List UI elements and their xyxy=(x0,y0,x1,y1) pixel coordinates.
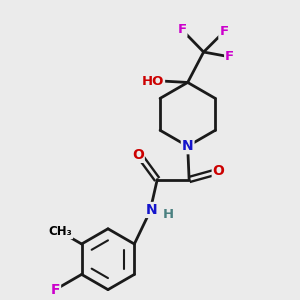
Text: CH₃: CH₃ xyxy=(48,225,72,238)
Text: O: O xyxy=(132,148,144,162)
Text: HO: HO xyxy=(142,74,164,88)
Text: N: N xyxy=(146,203,157,217)
Text: F: F xyxy=(177,23,186,36)
Text: N: N xyxy=(182,139,194,153)
Text: H: H xyxy=(162,208,173,221)
Text: F: F xyxy=(50,283,60,297)
Text: O: O xyxy=(213,164,225,178)
Text: F: F xyxy=(225,50,234,63)
Text: F: F xyxy=(219,25,228,38)
